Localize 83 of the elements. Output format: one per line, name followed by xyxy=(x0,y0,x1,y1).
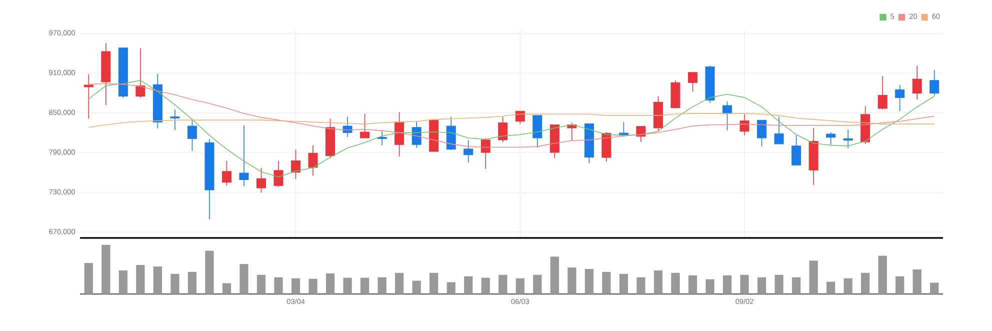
bar xyxy=(584,268,594,294)
bar xyxy=(516,278,524,294)
candlestick xyxy=(170,109,180,130)
candlestick xyxy=(394,112,404,157)
candlestick xyxy=(187,118,197,152)
bar xyxy=(930,282,939,294)
candlestick xyxy=(308,144,318,176)
bar xyxy=(688,275,698,294)
bar xyxy=(188,272,197,294)
candlestick xyxy=(826,132,836,146)
bar xyxy=(533,274,542,294)
bar xyxy=(205,250,214,294)
bar xyxy=(118,270,128,294)
bar xyxy=(412,280,421,294)
bar xyxy=(360,278,370,294)
candlestick xyxy=(136,48,146,98)
bar xyxy=(84,263,93,294)
candlestick xyxy=(912,65,922,100)
bar xyxy=(809,260,818,294)
candlestick xyxy=(532,115,542,148)
bar xyxy=(619,274,628,294)
candlestick xyxy=(774,116,784,144)
candlestick xyxy=(360,113,370,138)
bar xyxy=(602,272,611,294)
candlestick xyxy=(498,116,508,143)
bar xyxy=(446,282,456,294)
candlestick xyxy=(843,129,853,149)
bar xyxy=(430,272,438,294)
candlestick xyxy=(480,138,490,170)
bar xyxy=(706,279,714,294)
candlestick xyxy=(412,121,422,148)
candlestick xyxy=(274,160,284,188)
candlestick xyxy=(792,134,802,166)
bar xyxy=(326,273,335,294)
bar xyxy=(912,269,922,294)
bar xyxy=(498,274,508,294)
candlestick xyxy=(222,160,232,186)
bar xyxy=(256,274,266,294)
bar xyxy=(550,256,559,294)
candlestick xyxy=(239,124,249,187)
candlestick xyxy=(688,72,698,92)
candlestick xyxy=(377,130,387,146)
bar xyxy=(757,277,766,294)
candlestick xyxy=(291,149,301,180)
candlestick xyxy=(636,126,646,142)
bar xyxy=(844,278,852,294)
bar xyxy=(792,277,801,294)
bar xyxy=(568,267,576,294)
bar xyxy=(722,275,732,294)
bar xyxy=(740,274,749,294)
bar xyxy=(395,272,404,294)
candlestick xyxy=(446,116,456,150)
candlestick xyxy=(84,74,94,120)
bar xyxy=(274,277,283,294)
bar xyxy=(240,264,248,294)
bar xyxy=(153,266,162,294)
candlestick xyxy=(256,167,266,194)
candlestick xyxy=(757,120,767,147)
bar xyxy=(222,283,232,294)
bar xyxy=(861,272,870,294)
candlestick xyxy=(722,101,732,131)
bar xyxy=(671,272,680,294)
bar xyxy=(378,277,386,294)
candlestick xyxy=(895,84,905,112)
bar xyxy=(464,276,473,294)
bar xyxy=(826,282,836,294)
bar xyxy=(774,274,784,294)
candlestick xyxy=(878,76,888,110)
candlestick xyxy=(464,140,474,163)
bar xyxy=(878,256,887,294)
bar xyxy=(136,265,145,294)
bar xyxy=(481,278,490,294)
bar xyxy=(308,278,318,294)
candlestick xyxy=(930,70,940,96)
bar xyxy=(636,277,646,294)
candlestick xyxy=(342,116,352,138)
bar xyxy=(291,278,300,294)
bar xyxy=(654,270,663,294)
bar xyxy=(170,274,180,294)
bar xyxy=(102,244,110,294)
candlestick xyxy=(740,114,750,136)
bar xyxy=(343,278,352,294)
bar xyxy=(896,276,904,294)
